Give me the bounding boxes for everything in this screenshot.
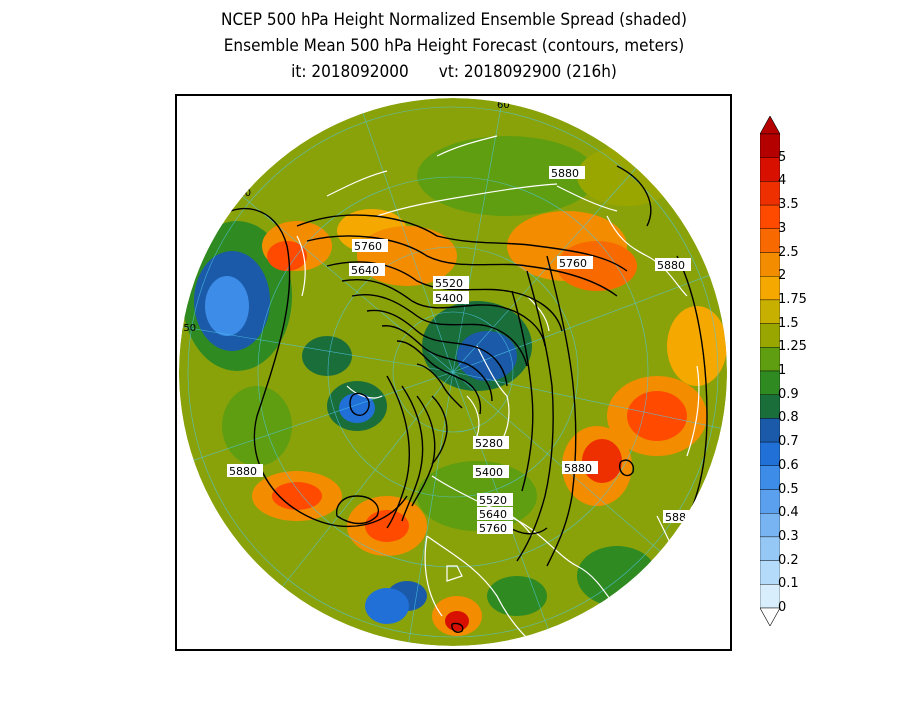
colorbar-label: 2.5 bbox=[778, 244, 799, 260]
longitude-label: 30 bbox=[630, 156, 643, 167]
colorbar-label: 2 bbox=[778, 268, 787, 284]
colorbar-cell bbox=[760, 157, 780, 182]
colorbar-cell bbox=[760, 370, 780, 395]
colorbar-label: 0 bbox=[778, 600, 787, 615]
colorbar-cell bbox=[760, 536, 780, 561]
contour-label: 5880 bbox=[564, 462, 592, 475]
longitude-label: 90 bbox=[352, 102, 365, 113]
longitude-label: 120 bbox=[232, 188, 251, 199]
colorbar-label: 0.7 bbox=[778, 434, 799, 450]
polar-map: 5880 5760 5640 5520 5400 5760 5880 5280 … bbox=[177, 98, 732, 651]
contour-label: 5880 bbox=[229, 465, 257, 478]
height-contours bbox=[206, 165, 708, 633]
longitude-label: 150 bbox=[260, 593, 279, 604]
contour-label: 5640 bbox=[479, 508, 507, 521]
colorbar-cell bbox=[760, 181, 780, 206]
contour-label: 5520 bbox=[479, 494, 507, 507]
colorbar-cell bbox=[760, 394, 780, 419]
colorbar-cell bbox=[760, 228, 780, 253]
colorbar-label: 0.5 bbox=[778, 481, 799, 497]
colorbar-cell bbox=[760, 252, 780, 277]
longitude-label: 30 bbox=[722, 420, 732, 431]
colorbar-cell bbox=[760, 418, 780, 443]
contour-label: 5640 bbox=[351, 264, 379, 277]
colorbar-label: 0.3 bbox=[778, 528, 799, 544]
contour-label: 5400 bbox=[475, 466, 503, 479]
contour-label: 5880 bbox=[551, 167, 579, 180]
colorbar-cell bbox=[760, 275, 780, 301]
colorbar-cell bbox=[760, 513, 780, 538]
title-line-1: NCEP 500 hPa Height Normalized Ensemble … bbox=[221, 10, 687, 30]
colorbar-cell bbox=[760, 347, 780, 372]
colorbar-cell bbox=[760, 441, 780, 467]
colorbar bbox=[760, 116, 780, 626]
colorbar-cell bbox=[760, 465, 780, 490]
colorbar-label: 0.4 bbox=[778, 505, 799, 521]
contour-label: 5880 bbox=[657, 259, 685, 272]
colorbar-cell bbox=[760, 489, 780, 514]
colorbar-label: 0.9 bbox=[778, 386, 799, 402]
colorbar-label: 1.75 bbox=[778, 291, 807, 307]
init-time: it: 2018092000 bbox=[291, 62, 409, 82]
colorbar-cell bbox=[760, 133, 780, 158]
longitude-label: 180 bbox=[179, 468, 198, 479]
colorbar-max-arrow bbox=[760, 116, 780, 135]
colorbar-label: 0.2 bbox=[778, 552, 799, 568]
longitude-label: 0 bbox=[719, 276, 725, 287]
title-line-3: it: 2018092000 vt: 2018092900 (216h) bbox=[45, 62, 862, 82]
longitude-label: 150 bbox=[177, 323, 196, 334]
colorbar-label: 4 bbox=[778, 173, 787, 189]
colorbar-label: 0.8 bbox=[778, 410, 799, 426]
colorbar-cell bbox=[760, 204, 780, 229]
longitude-label: 60 bbox=[665, 554, 678, 565]
colorbar-label: 1.25 bbox=[778, 339, 807, 355]
colorbar-cell bbox=[760, 584, 780, 609]
colorbar-label: 1 bbox=[778, 363, 787, 378]
contour-label: 5280 bbox=[475, 437, 503, 450]
colorbar-label: 0.1 bbox=[778, 576, 799, 592]
colorbar-label: 5 bbox=[778, 149, 787, 165]
colorbar-min-arrow bbox=[760, 607, 780, 626]
contour-label: 5760 bbox=[559, 257, 587, 270]
contour-label: 5520 bbox=[435, 277, 463, 290]
colorbar-label: 0.6 bbox=[778, 457, 799, 473]
contour-label: 5760 bbox=[354, 240, 382, 253]
colorbar-cell bbox=[760, 299, 780, 324]
colorbar-label: 1.5 bbox=[778, 315, 799, 331]
title-line-2: Ensemble Mean 500 hPa Height Forecast (c… bbox=[223, 36, 685, 56]
map-frame: 5880 5760 5640 5520 5400 5760 5880 5280 … bbox=[175, 94, 732, 651]
contour-label: 5760 bbox=[479, 522, 507, 535]
contour-label: 5400 bbox=[435, 292, 463, 305]
colorbar-label: 3.5 bbox=[778, 197, 799, 213]
longitude-label: 120 bbox=[395, 646, 414, 651]
colorbar-cell bbox=[760, 323, 780, 348]
longitude-label: 60 bbox=[497, 100, 510, 111]
valid-time: vt: 2018092900 (216h) bbox=[438, 62, 617, 82]
contour-label: 5880 bbox=[665, 511, 693, 524]
colorbar-cell bbox=[760, 560, 780, 585]
colorbar-label: 3 bbox=[778, 220, 787, 236]
longitude-label: 90 bbox=[547, 638, 560, 649]
contour-labels: 5880 5760 5640 5520 5400 5760 5880 5280 … bbox=[227, 166, 699, 535]
